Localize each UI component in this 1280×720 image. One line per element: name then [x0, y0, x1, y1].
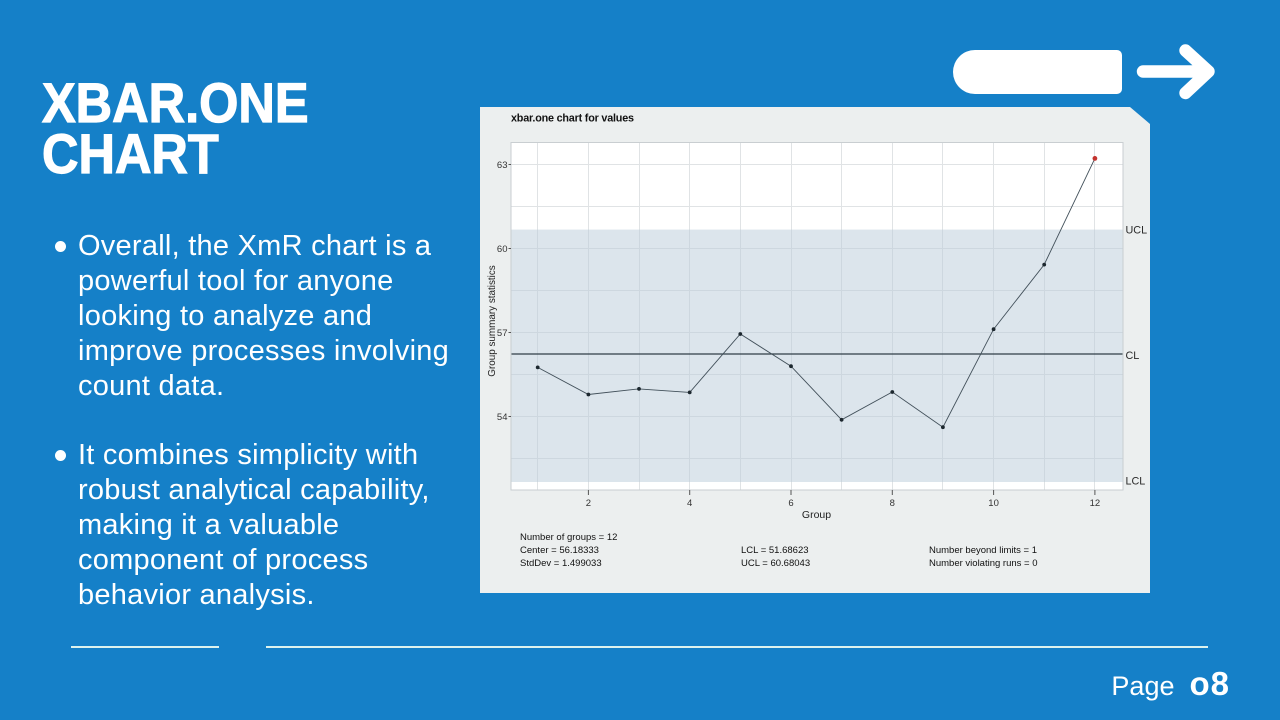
svg-text:Center = 56.18333: Center = 56.18333: [520, 545, 599, 556]
svg-text:4: 4: [687, 498, 692, 509]
svg-text:8: 8: [890, 498, 895, 509]
svg-text:Number violating runs = 0: Number violating runs = 0: [929, 558, 1038, 569]
svg-text:54: 54: [497, 412, 508, 423]
svg-text:UCL: UCL: [1126, 225, 1148, 237]
svg-text:Number beyond limits = 1: Number beyond limits = 1: [929, 545, 1037, 556]
svg-text:StdDev = 1.499033: StdDev = 1.499033: [520, 558, 602, 569]
svg-text:Group: Group: [802, 509, 831, 521]
svg-text:LCL = 51.68623: LCL = 51.68623: [741, 545, 809, 556]
svg-text:6: 6: [788, 498, 793, 509]
svg-text:UCL = 60.68043: UCL = 60.68043: [741, 558, 810, 569]
svg-text:60: 60: [497, 244, 508, 255]
svg-text:xbar.one chart for values: xbar.one chart for values: [511, 113, 634, 125]
svg-text:Group summary statistics: Group summary statistics: [487, 265, 498, 376]
svg-text:2: 2: [586, 498, 591, 509]
svg-text:63: 63: [497, 160, 508, 171]
svg-text:10: 10: [988, 498, 999, 509]
svg-text:Number of groups = 12: Number of groups = 12: [520, 532, 617, 543]
svg-text:12: 12: [1090, 498, 1101, 509]
svg-text:LCL: LCL: [1126, 476, 1146, 488]
svg-text:CL: CL: [1126, 350, 1140, 362]
svg-text:57: 57: [497, 328, 508, 339]
